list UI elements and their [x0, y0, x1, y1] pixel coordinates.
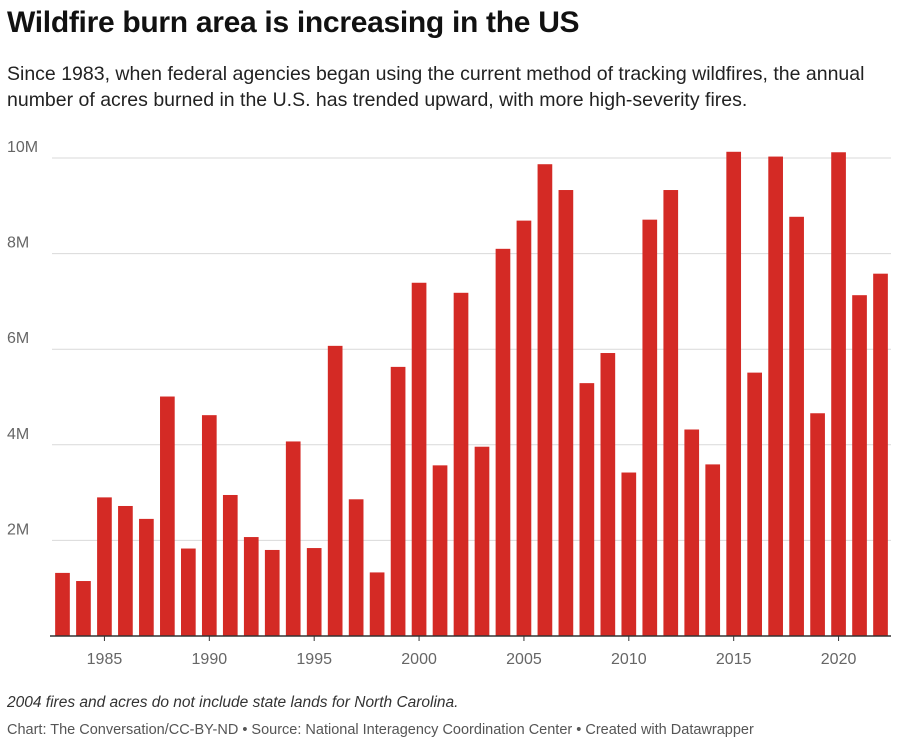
- bar-2003: [474, 446, 490, 636]
- gridlines: 2M 4M 6M 8M 10M: [7, 140, 891, 541]
- bar-2005: [516, 220, 532, 637]
- bar-2008: [579, 383, 595, 636]
- bar-2010: [621, 472, 637, 636]
- y-tick-label: 4M: [7, 426, 29, 443]
- bar-2009: [600, 353, 616, 636]
- x-axis: 1985 1990 1995 2000 2005 2010 2015 2020: [50, 635, 891, 668]
- bars: [55, 151, 888, 637]
- bar-2007: [558, 190, 574, 636]
- bar-1984: [76, 581, 91, 636]
- bar-2016: [747, 372, 763, 636]
- chart-subtitle: Since 1983, when federal agencies began …: [7, 63, 865, 111]
- chart-note: 2004 fires and acres do not include stat…: [7, 694, 459, 711]
- bar-2019: [810, 413, 825, 636]
- x-tick-label: 1995: [296, 651, 332, 668]
- bar-2013: [684, 429, 700, 636]
- bar-1994: [285, 441, 301, 636]
- chart-title: Wildfire burn area is increasing in the …: [7, 6, 580, 39]
- x-tick-label: 2005: [506, 651, 542, 668]
- x-tick-label: 2000: [401, 651, 437, 668]
- bar-1991: [222, 494, 238, 636]
- x-tick-label: 1990: [192, 651, 228, 668]
- x-tick-label: 1985: [87, 651, 123, 668]
- y-tick-label: 6M: [7, 330, 29, 347]
- bar-2000: [411, 282, 427, 636]
- y-tick-label: 10M: [7, 140, 38, 156]
- chart-credit: Chart: The Conversation/CC-BY-ND • Sourc…: [7, 722, 754, 738]
- bar-1992: [243, 537, 259, 636]
- x-tick-label: 2015: [716, 651, 752, 668]
- bar-1999: [390, 366, 406, 636]
- bar-2020: [831, 152, 846, 636]
- bar-1997: [348, 499, 364, 636]
- bar-2014: [705, 464, 721, 636]
- x-tick-label: 2020: [821, 651, 857, 668]
- bar-2012: [663, 190, 679, 636]
- bar-1990: [201, 415, 217, 636]
- bar-2015: [726, 151, 742, 636]
- bar-2017: [768, 156, 783, 637]
- bar-1986: [118, 505, 133, 636]
- bar-1987: [139, 518, 154, 636]
- bar-2001: [432, 465, 448, 636]
- y-tick-label: 2M: [7, 521, 29, 538]
- bar-2006: [537, 164, 553, 637]
- bar-1989: [180, 548, 196, 636]
- bar-1988: [160, 396, 175, 636]
- x-tick-label: 2010: [611, 651, 647, 668]
- bar-1993: [264, 549, 280, 636]
- bar-2002: [453, 292, 469, 636]
- bar-2021: [852, 295, 867, 636]
- y-tick-label: 8M: [7, 235, 29, 252]
- bar-2018: [789, 216, 804, 636]
- bar-1985: [97, 497, 112, 636]
- bar-1996: [327, 345, 343, 636]
- bar-1998: [369, 572, 385, 636]
- bar-2022: [873, 273, 888, 636]
- bar-1995: [306, 548, 322, 636]
- bar-2011: [642, 219, 658, 637]
- bar-2004: [495, 248, 511, 636]
- bar-chart: 2M 4M 6M 8M 10M 1985 1990 1995 2000 2005 2010 2015…: [7, 140, 891, 668]
- bar-1983: [55, 572, 70, 636]
